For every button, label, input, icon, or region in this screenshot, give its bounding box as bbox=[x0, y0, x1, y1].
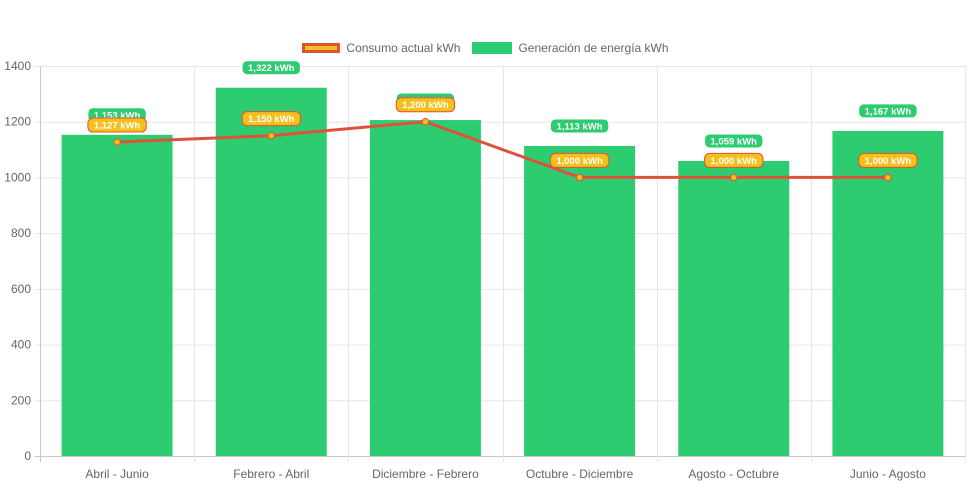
line-data-label: 1,200 kWh bbox=[402, 100, 449, 111]
y-tick-label: 800 bbox=[11, 226, 31, 240]
legend: Consumo actual kWh Generación de energía… bbox=[0, 41, 971, 55]
line-data-label: 1,127 kWh bbox=[94, 121, 141, 132]
bar-data-label: 1,113 kWh bbox=[557, 121, 603, 132]
bar bbox=[524, 145, 636, 456]
line-data-label-bg bbox=[395, 97, 456, 113]
line-point bbox=[267, 131, 275, 140]
legend-label-consumo: Consumo actual kWh bbox=[346, 41, 461, 55]
line-data-label-bg bbox=[704, 152, 764, 168]
legend-item-consumo[interactable]: Consumo actual kWh bbox=[302, 41, 460, 55]
bar bbox=[832, 130, 944, 456]
bar bbox=[678, 160, 790, 456]
legend-swatch-consumo bbox=[302, 43, 341, 53]
line-point bbox=[730, 173, 738, 182]
legend-swatch-generacion bbox=[472, 42, 513, 54]
y-tick-label: 1000 bbox=[4, 170, 31, 184]
y-tick-label: 0 bbox=[24, 449, 31, 463]
line-data-label-bg bbox=[549, 152, 610, 168]
x-tick-label: Diciembre - Febrero bbox=[372, 467, 479, 481]
x-tick-label: Abril - Junio bbox=[85, 467, 149, 481]
y-tick-label: 600 bbox=[11, 282, 31, 296]
line-data-label-bg bbox=[241, 111, 301, 127]
legend-item-generacion[interactable]: Generación de energía kWh bbox=[472, 41, 669, 55]
line-data-label: 1,150 kWh bbox=[248, 114, 295, 125]
bar-data-label-bg bbox=[858, 103, 918, 119]
line-data-label: 1,000 kWh bbox=[556, 156, 603, 167]
y-tick-label: 1400 bbox=[4, 59, 31, 73]
bar-data-label-bg bbox=[549, 118, 610, 134]
line-data-label-bg bbox=[87, 117, 147, 133]
consumption-line bbox=[117, 120, 888, 179]
line-data-label-bg bbox=[858, 152, 918, 168]
bar bbox=[369, 120, 481, 457]
line-point bbox=[575, 173, 584, 182]
bar-data-label: 1,153 kWh bbox=[94, 110, 141, 121]
bar-data-label: 1,322 kWh bbox=[248, 63, 295, 74]
line-data-label: 1,000 kWh bbox=[865, 156, 912, 167]
x-tick-label: Agosto - Octubre bbox=[688, 467, 779, 481]
bar bbox=[215, 87, 327, 456]
y-tick-label: 1200 bbox=[4, 115, 31, 129]
y-tick-label: 200 bbox=[11, 393, 31, 407]
line-point bbox=[113, 138, 121, 146]
x-tick-label: Octubre - Diciembre bbox=[526, 467, 634, 481]
x-tick-label: Junio - Agosto bbox=[850, 467, 926, 481]
bar-data-label-bg bbox=[704, 133, 764, 149]
y-tick-label: 400 bbox=[11, 338, 31, 352]
bar bbox=[61, 134, 173, 457]
line-data-label: 1,000 kWh bbox=[711, 156, 758, 167]
bar-data-label: 1,059 kWh bbox=[711, 136, 758, 147]
x-tick-label: Febrero - Abril bbox=[233, 467, 309, 481]
bar-data-label: 1,167 kWh bbox=[865, 106, 912, 117]
line-point bbox=[884, 173, 892, 182]
line-point bbox=[421, 118, 430, 126]
bar-data-label-bg bbox=[241, 60, 301, 76]
legend-label-generacion: Generación de energía kWh bbox=[518, 41, 669, 55]
